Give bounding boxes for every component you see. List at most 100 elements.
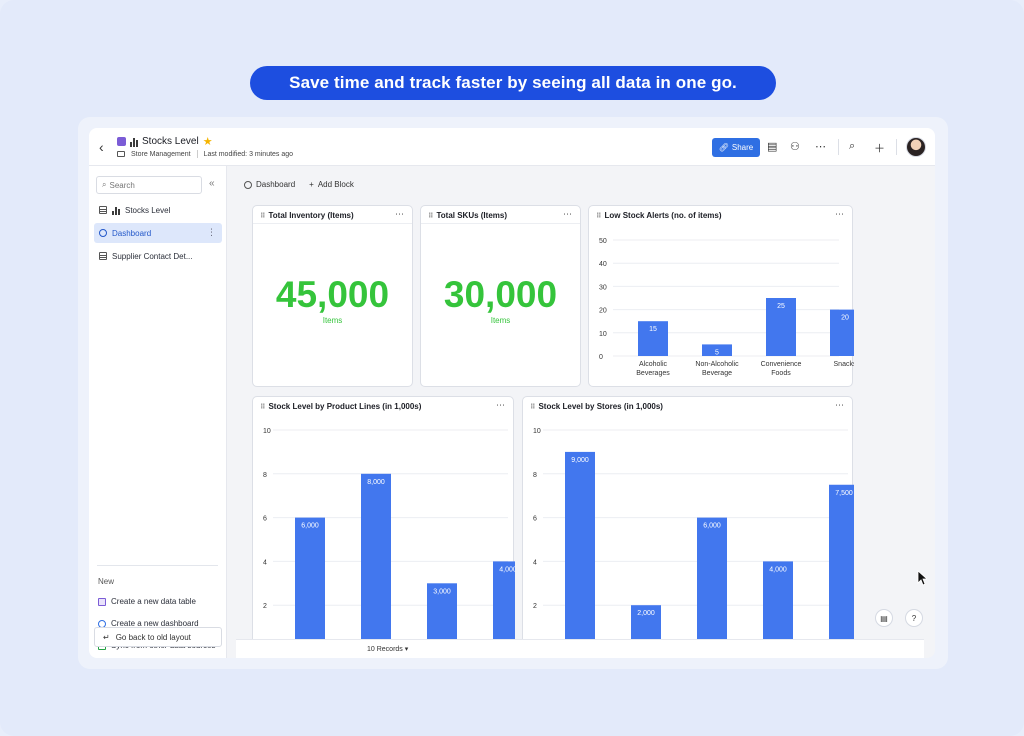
chart-bar[interactable] <box>565 451 595 658</box>
x-tick-label: Convenience <box>761 361 802 368</box>
search-box[interactable]: ⌕ <box>96 176 202 194</box>
chart-bar[interactable] <box>766 298 796 356</box>
kpi-value: 30,000 <box>443 274 558 315</box>
chart-bar[interactable] <box>702 344 732 356</box>
widget-title: ⠿ Low Stock Alerts (no. of items) <box>596 211 722 220</box>
header: ‹ Stocks Level ★ Store Management Last m… <box>89 128 935 166</box>
dashboard-tab-label: Dashboard <box>256 180 296 189</box>
data-label: 25 <box>777 303 785 310</box>
dashboard-icon <box>99 229 107 237</box>
data-label: 6,000 <box>703 523 721 530</box>
share-button[interactable]: 🔗︎ Share <box>712 138 760 157</box>
drag-handle-icon[interactable]: ⠿ <box>530 403 536 411</box>
caret-down-icon: ▾ <box>404 646 409 653</box>
y-tick-label: 50 <box>599 238 607 245</box>
sidebar-item-stocks-level[interactable]: Stocks Level <box>94 200 222 220</box>
robot-icon[interactable]: ⚇ <box>790 141 800 153</box>
chart-bar[interactable] <box>493 561 515 658</box>
data-label: 7,500 <box>835 490 853 497</box>
data-label: 8,000 <box>367 479 385 486</box>
avatar[interactable] <box>906 137 926 157</box>
y-tick-label: 30 <box>599 284 607 291</box>
widget-title-text: Stock Level by Product Lines (in 1,000s) <box>268 402 422 411</box>
stores-chart: 2 4 6 8 10 9,000 2,000 6,000 4,000 7,500 <box>533 428 854 658</box>
plus-icon[interactable]: ＋ <box>874 143 885 155</box>
star-icon[interactable]: ★ <box>202 136 213 148</box>
chart-bar[interactable] <box>361 473 391 658</box>
data-label: 2,000 <box>637 610 655 617</box>
add-block-label: Add Block <box>317 180 354 189</box>
more-options-icon[interactable]: ⋯ <box>563 209 572 219</box>
data-label: 4,000 <box>499 566 515 573</box>
more-options-icon[interactable]: ⋯ <box>496 400 505 410</box>
kebab-menu-icon[interactable]: ⋮ <box>207 227 216 237</box>
collapse-sidebar-icon[interactable]: « <box>209 178 215 189</box>
divider <box>97 565 218 566</box>
widget-title-text: Low Stock Alerts (no. of items) <box>604 211 722 220</box>
chart-bar[interactable] <box>295 517 325 658</box>
total-skus-widget[interactable]: ⠿ Total SKUs (Items) ⋯ 30,000 Items <box>420 205 581 387</box>
sidebar-item-label: Supplier Contact Det... <box>112 251 193 261</box>
chart-bar[interactable] <box>830 309 854 356</box>
more-options-icon[interactable]: ⋯ <box>395 209 404 219</box>
widget-title: ⠿ Total SKUs (Items) <box>428 211 507 220</box>
old-layout-label: Go back to old layout <box>115 632 191 642</box>
help-icon[interactable]: ? <box>905 609 923 627</box>
data-label: 4,000 <box>769 566 787 573</box>
kpi-unit: Items <box>322 316 343 325</box>
product-lines-widget[interactable]: ⠿ Stock Level by Product Lines (in 1,000… <box>252 396 515 658</box>
more-options-icon[interactable]: ⋯ <box>835 209 844 219</box>
records-dropdown[interactable]: 10 Records ▾ <box>367 645 408 653</box>
sidebar-item-supplier-contact[interactable]: Supplier Contact Det... <box>94 246 222 266</box>
data-label: 9,000 <box>571 457 589 464</box>
more-options-icon[interactable]: ⋯ <box>815 141 826 153</box>
dashboard-tab[interactable]: Dashboard <box>244 180 295 189</box>
x-tick-label: Foods <box>771 370 791 377</box>
y-tick-label: 6 <box>533 516 537 523</box>
search-icon[interactable]: ⌕ <box>849 140 856 152</box>
data-label: 15 <box>649 326 657 333</box>
chart-bar[interactable] <box>697 517 727 658</box>
footer-bar: 10 Records ▾ <box>236 639 924 658</box>
mouse-cursor-icon <box>917 570 927 586</box>
data-label: 20 <box>841 315 849 322</box>
bar-chart-icon <box>130 137 138 147</box>
notes-icon[interactable]: ▤ <box>875 609 893 627</box>
stores-widget[interactable]: ⠿ Stock Level by Stores (in 1,000s) ⋯ 2 4… <box>522 396 854 658</box>
drag-handle-icon[interactable]: ⠿ <box>428 212 434 220</box>
y-tick-label: 2 <box>533 603 537 610</box>
divider <box>421 223 580 224</box>
page-title[interactable]: Stocks Level <box>142 136 199 147</box>
old-layout-button[interactable]: ↵ Go back to old layout <box>94 627 222 647</box>
widget-title: ⠿ Stock Level by Stores (in 1,000s) <box>530 402 663 411</box>
add-block-button[interactable]: + Add Block <box>309 180 354 189</box>
drag-handle-icon[interactable]: ⠿ <box>260 212 266 220</box>
drag-handle-icon[interactable]: ⠿ <box>260 403 266 411</box>
dashboard-icon <box>244 180 252 189</box>
chart-bar[interactable] <box>829 484 854 658</box>
drag-handle-icon[interactable]: ⠿ <box>596 212 602 220</box>
breadcrumb-folder[interactable]: Store Management <box>131 150 191 158</box>
kpi-unit: Items <box>490 316 511 325</box>
low-stock-alerts-widget[interactable]: ⠿ Low Stock Alerts (no. of items) ⋯ 0 10 2… <box>588 205 854 387</box>
create-data-table-item[interactable]: Create a new data table <box>98 597 196 606</box>
search-icon: ⌕ <box>102 180 107 189</box>
search-input[interactable] <box>109 180 190 190</box>
y-tick-label: 8 <box>533 472 537 479</box>
sidebar-item-dashboard[interactable]: Dashboard ⋮ <box>94 223 222 243</box>
x-tick-label: Alcoholic <box>639 361 668 368</box>
y-tick-label: 6 <box>263 516 267 523</box>
total-inventory-widget[interactable]: ⠿ Total Inventory (Items) ⋯ 45,000 Items <box>252 205 413 387</box>
document-check-icon[interactable]: ▤ <box>767 141 778 153</box>
y-tick-label: 4 <box>533 559 537 566</box>
title-row: Stocks Level ★ <box>117 135 213 148</box>
more-options-icon[interactable]: ⋯ <box>835 400 844 410</box>
new-section-label: New <box>98 577 115 586</box>
last-modified: Last modified: 3 minutes ago <box>203 150 294 158</box>
y-tick-label: 8 <box>263 472 267 479</box>
x-tick-label: Beverage <box>702 370 732 377</box>
widget-title: ⠿ Total Inventory (Items) <box>260 211 354 220</box>
back-arrow-icon[interactable]: ‹ <box>99 139 104 155</box>
document-icon <box>117 137 126 146</box>
chart-bar[interactable] <box>638 321 668 356</box>
